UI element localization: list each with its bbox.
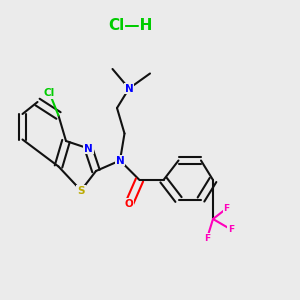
Text: Cl—H: Cl—H bbox=[108, 18, 153, 33]
Text: Cl: Cl bbox=[44, 88, 55, 98]
Text: O: O bbox=[124, 199, 134, 209]
Text: N: N bbox=[84, 143, 93, 154]
Text: F: F bbox=[228, 225, 234, 234]
Text: F: F bbox=[224, 204, 230, 213]
Text: F: F bbox=[204, 234, 210, 243]
Text: N: N bbox=[124, 83, 134, 94]
Text: S: S bbox=[77, 185, 85, 196]
Text: N: N bbox=[116, 155, 124, 166]
